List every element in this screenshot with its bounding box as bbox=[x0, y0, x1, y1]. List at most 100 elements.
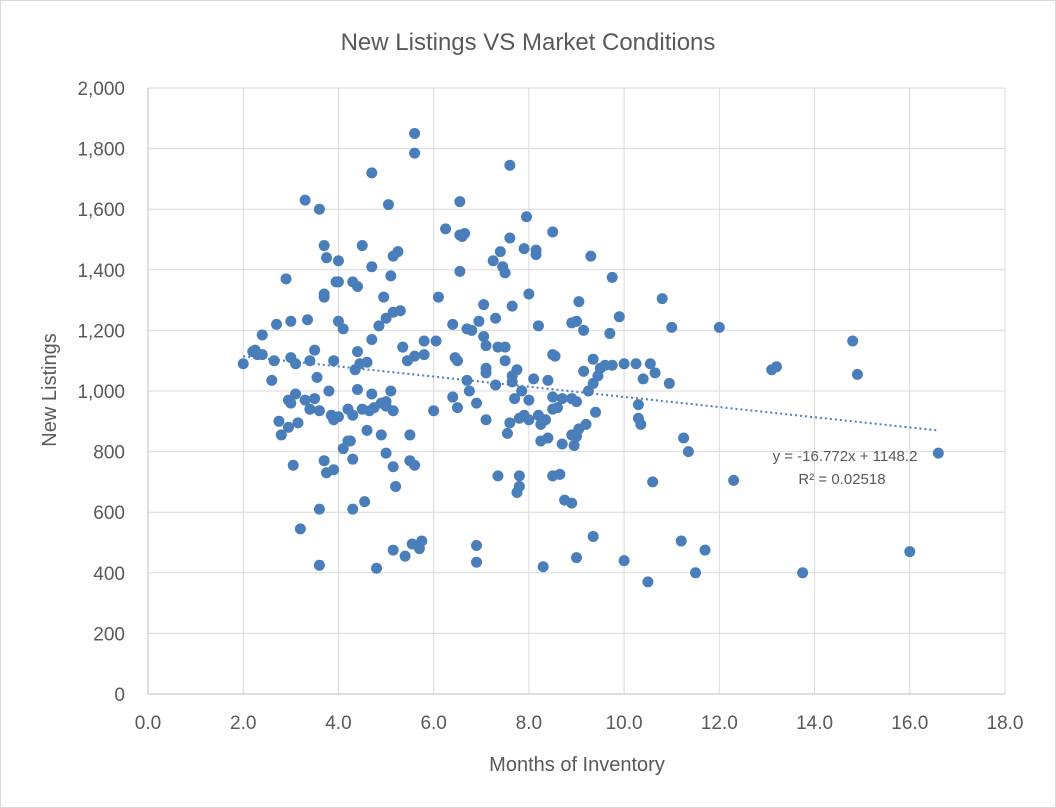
scatter-point bbox=[494, 246, 506, 258]
scatter-point bbox=[287, 459, 299, 471]
scatter-point bbox=[418, 349, 430, 361]
x-tick-label: 12.0 bbox=[701, 713, 738, 734]
scatter-point bbox=[506, 300, 518, 312]
scatter-point bbox=[256, 349, 268, 361]
scatter-point bbox=[642, 576, 654, 588]
y-tick-label: 0 bbox=[114, 685, 125, 706]
scatter-point bbox=[499, 341, 511, 353]
scatter-point bbox=[618, 555, 630, 567]
scatter-point bbox=[347, 503, 359, 515]
scatter-point bbox=[397, 341, 409, 353]
y-tick-label: 1,000 bbox=[77, 382, 125, 403]
scatter-point bbox=[313, 559, 325, 571]
scatter-point bbox=[361, 424, 373, 436]
scatter-point bbox=[587, 530, 599, 542]
scatter-point bbox=[521, 211, 533, 223]
scatter-point bbox=[604, 327, 616, 339]
scatter-point bbox=[499, 267, 511, 279]
scatter-point bbox=[328, 355, 340, 367]
scatter-point bbox=[566, 497, 578, 509]
scatter-point bbox=[351, 346, 363, 358]
scatter-point bbox=[480, 367, 492, 379]
scatter-point bbox=[409, 147, 421, 159]
scatter-point bbox=[590, 406, 602, 418]
scatter-point bbox=[480, 340, 492, 352]
y-tick-label: 600 bbox=[93, 503, 125, 524]
scatter-point bbox=[447, 391, 459, 403]
scatter-point bbox=[513, 480, 525, 492]
scatter-point bbox=[290, 388, 302, 400]
x-tick-label: 16.0 bbox=[891, 713, 928, 734]
scatter-point bbox=[571, 315, 582, 327]
scatter-point bbox=[337, 323, 349, 335]
scatter-point bbox=[532, 320, 544, 332]
scatter-point bbox=[537, 561, 549, 573]
scatter-point bbox=[549, 350, 561, 362]
scatter-point bbox=[409, 127, 421, 139]
scatter-point bbox=[554, 468, 566, 480]
x-tick-label: 10.0 bbox=[606, 713, 643, 734]
scatter-point bbox=[478, 299, 490, 311]
scatter-point bbox=[451, 402, 463, 414]
scatter-point bbox=[318, 240, 330, 252]
scatter-point bbox=[366, 388, 378, 400]
scatter-point bbox=[409, 459, 421, 471]
scatter-point bbox=[275, 429, 287, 441]
scatter-point bbox=[630, 358, 642, 370]
scatter-point bbox=[440, 223, 452, 235]
scatter-point bbox=[649, 367, 661, 379]
scatter-point bbox=[361, 356, 373, 368]
y-tick-label: 200 bbox=[93, 624, 125, 645]
x-axis-title: Months of Inventory bbox=[489, 754, 665, 776]
scatter-point bbox=[323, 385, 335, 397]
scatter-point bbox=[351, 280, 363, 292]
scatter-point bbox=[359, 496, 371, 508]
scatter-point bbox=[382, 199, 394, 211]
scatter-point bbox=[578, 324, 590, 336]
scatter-point bbox=[504, 232, 516, 244]
scatter-point bbox=[478, 330, 490, 342]
scatter-point bbox=[430, 335, 442, 347]
scatter-point bbox=[523, 414, 535, 426]
scatter-point bbox=[366, 167, 378, 179]
scatter-point bbox=[266, 374, 278, 386]
scatter-point bbox=[632, 399, 644, 411]
scatter-point bbox=[301, 314, 313, 326]
scatter-point bbox=[847, 335, 859, 347]
scatter-point bbox=[573, 296, 585, 308]
scatter-point bbox=[568, 440, 580, 452]
scatter-point bbox=[471, 540, 483, 552]
scatter-point bbox=[637, 373, 649, 385]
scatter-point bbox=[690, 567, 702, 579]
scatter-point bbox=[292, 417, 304, 429]
data-points bbox=[237, 127, 944, 588]
scatter-point bbox=[644, 358, 656, 370]
scatter-point bbox=[506, 376, 518, 388]
scatter-point bbox=[932, 447, 944, 459]
scatter-point bbox=[770, 361, 782, 373]
scatter-point bbox=[380, 447, 392, 459]
scatter-point bbox=[371, 562, 383, 574]
scatter-point bbox=[280, 273, 292, 285]
scatter-point bbox=[618, 358, 630, 370]
scatter-point bbox=[713, 321, 725, 333]
scatter-point bbox=[294, 523, 306, 535]
scatter-point bbox=[556, 438, 568, 450]
scatter-point bbox=[542, 374, 554, 386]
scatter-point bbox=[328, 464, 340, 476]
scatter-point bbox=[471, 397, 483, 409]
scatter-point bbox=[399, 550, 411, 562]
scatter-point bbox=[466, 324, 478, 336]
scatter-point bbox=[728, 474, 740, 486]
chart-title: New Listings VS Market Conditions bbox=[341, 29, 716, 56]
scatter-point bbox=[547, 391, 559, 403]
scatter-point bbox=[585, 250, 597, 262]
scatter-point bbox=[606, 359, 618, 371]
scatter-point bbox=[509, 393, 521, 405]
gridlines bbox=[148, 87, 1006, 694]
x-tick-label: 18.0 bbox=[987, 713, 1024, 734]
scatter-point bbox=[304, 403, 316, 415]
y-tick-label: 2,000 bbox=[77, 79, 125, 100]
scatter-point bbox=[332, 255, 344, 267]
